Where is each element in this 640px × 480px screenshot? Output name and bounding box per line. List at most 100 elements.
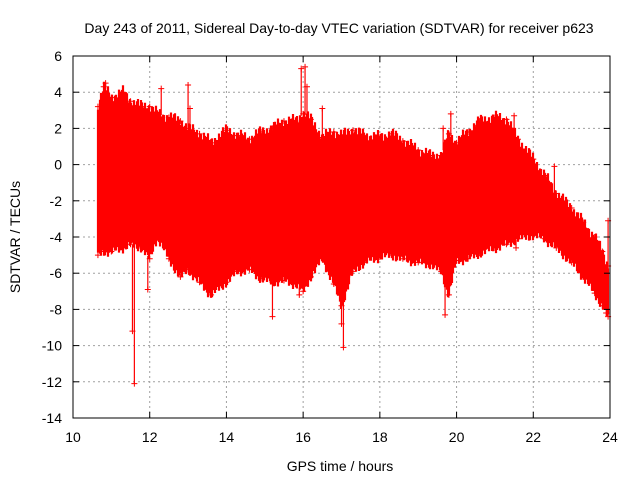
y-tick-label: 4 (54, 84, 62, 100)
sdtvar-point-edge (453, 139, 460, 146)
sdtvar-outlier-point (186, 105, 193, 130)
sdtvar-point-edge (208, 291, 215, 298)
sdtvar-point-edge (503, 241, 510, 248)
sdtvar-point-edge (465, 129, 472, 136)
sdtvar-point-edge (350, 268, 357, 275)
sdtvar-outlier-point (513, 239, 520, 251)
sdtvar-point-edge (388, 252, 395, 259)
sdtvar-point-edge (119, 89, 126, 96)
sdtvar-outlier-point (472, 124, 479, 137)
sdtvar-point-edge (453, 257, 460, 264)
sdtvar-outlier-point (296, 287, 303, 298)
sdtvar-outlier-point (102, 80, 109, 90)
sdtvar-outlier-point (158, 85, 165, 116)
x-tick-label: 22 (525, 429, 541, 445)
sdtvar-point-edge (330, 129, 337, 136)
sdtvar-point-edge (491, 244, 498, 251)
sdtvar-point-edge (108, 94, 115, 101)
x-tick-label: 20 (449, 429, 465, 445)
sdtvar-point-edge (376, 253, 383, 260)
sdtvar-point-edge (503, 116, 510, 123)
y-tick-label: 6 (54, 48, 62, 64)
sdtvar-point-edge (415, 147, 422, 154)
sdtvar-point-edge (541, 172, 548, 179)
y-tick-label: 2 (54, 120, 62, 136)
sdtvar-outlier-point (269, 282, 276, 320)
sdtvar-outlier-point (344, 273, 351, 289)
x-axis-label: GPS time / hours (287, 458, 394, 474)
sdtvar-point-edge (307, 116, 314, 123)
sdtvar-point-edge (177, 118, 184, 125)
sdtvar-point-edge (146, 103, 153, 110)
sdtvar-point-edge (94, 252, 101, 259)
sdtvar-point-edge (491, 114, 498, 121)
sdtvar-point-edge (307, 273, 314, 280)
sdtvar-point-edge (415, 259, 422, 266)
sdtvar-outlier-point (302, 63, 309, 116)
sdtvar-point-edge (399, 255, 406, 262)
y-tick-label: -8 (50, 301, 63, 317)
sdtvar-point-edge (257, 129, 264, 136)
sdtvar-outlier-point (447, 110, 454, 137)
sdtvar-point-edge (234, 268, 241, 275)
sdtvar-point-edge (223, 279, 230, 286)
sdtvar-point-edge (154, 234, 161, 240)
sdtvar-point-edge (553, 244, 560, 251)
sdtvar-point-edge (223, 127, 230, 134)
x-tick-label: 18 (372, 429, 388, 445)
sdtvar-point-edge (154, 110, 161, 117)
sdtvar-point-edge (108, 248, 115, 255)
sdtvar-point-edge (234, 132, 241, 139)
x-tick-label: 14 (219, 429, 235, 445)
sdtvar-point-edge (100, 248, 107, 255)
y-tick-label: -14 (42, 410, 62, 426)
sdtvar-point-edge (139, 244, 146, 251)
sdtvar-outlier-point (131, 245, 138, 387)
sdtvar-point-edge (165, 255, 172, 262)
sdtvar-point-edge (350, 127, 357, 134)
sdtvar-point-edge (185, 266, 192, 273)
sdtvar-point-edge (465, 255, 472, 262)
sdtvar-point-edge (246, 136, 253, 143)
sdtvar-point-edge (361, 259, 368, 266)
sdtvar-point-edge (376, 134, 383, 141)
sdtvar-point-edge (438, 152, 445, 159)
chart-title: Day 243 of 2011, Sidereal Day-to-day VTE… (84, 20, 593, 36)
sdtvar-point-edge (580, 273, 587, 280)
sdtvar-point-edge (127, 241, 134, 248)
sdtvar-point-edge (257, 275, 264, 282)
sdtvar-point-edge (568, 205, 575, 212)
y-tick-label: -4 (50, 229, 63, 245)
sdtvar-outlier-point (319, 105, 326, 138)
sdtvar-point-edge (591, 234, 598, 240)
sdtvar-points-band (96, 81, 610, 316)
sdtvar-point-edge (177, 273, 184, 280)
sdtvar-point-edge (292, 281, 299, 288)
sdtvar-point-edge (530, 232, 537, 239)
y-axis-label: SDTVAR / TECUs (7, 181, 23, 293)
sdtvar-point-edge (94, 103, 101, 110)
sdtvar-point-edge (292, 118, 299, 125)
x-tick-label: 10 (65, 429, 81, 445)
sdtvar-outlier-point (551, 163, 558, 247)
sdtvar-point-edge (541, 235, 548, 242)
y-tick-label: 0 (54, 157, 62, 173)
sdtvar-point-edge (269, 125, 276, 132)
sdtvar-point-edge (361, 132, 368, 139)
sdtvar-point-edge (599, 248, 606, 255)
sdtvar-point-edge (514, 235, 521, 242)
sdtvar-point-edge (139, 103, 146, 110)
sdtvar-outlier-point (298, 65, 305, 116)
sdtvar-point-edge (280, 277, 287, 284)
sdtvar-point-edge (580, 219, 587, 226)
sdtvar-point-edge (438, 268, 445, 275)
sdtvar-point-edge (426, 152, 433, 159)
y-tick-label: -6 (50, 265, 63, 281)
x-tick-label: 16 (295, 429, 311, 445)
sdtvar-point-edge (445, 291, 452, 298)
sdtvar-outlier-point (303, 83, 310, 117)
y-tick-label: -10 (42, 338, 62, 354)
sdtvar-point-edge (165, 114, 172, 121)
sdtvar-point-edge (196, 279, 203, 286)
